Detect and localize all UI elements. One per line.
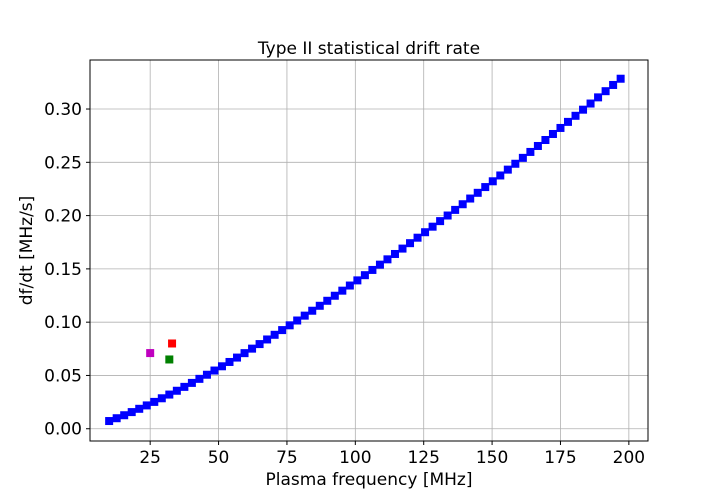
x-tick-label: 175 <box>544 448 576 468</box>
data-point-series-1 <box>195 374 204 383</box>
data-point-series-1 <box>488 177 497 186</box>
grid-lines <box>90 60 648 441</box>
data-point-series-4 <box>165 355 174 364</box>
data-point-series-1 <box>135 404 144 413</box>
data-points <box>105 74 625 426</box>
data-point-series-1 <box>541 135 550 144</box>
y-tick-label: 0.15 <box>44 260 82 280</box>
data-point-series-1 <box>210 366 219 375</box>
data-point-series-1 <box>300 311 309 320</box>
y-tick-label: 0.30 <box>44 100 82 120</box>
data-point-series-1 <box>375 260 384 269</box>
x-axis-ticks: 25 50 75 100 125 150 175 200 <box>139 441 645 468</box>
x-tick-label: 200 <box>613 448 645 468</box>
data-point-series-1 <box>278 326 287 335</box>
data-point-series-1 <box>308 306 317 315</box>
data-point-series-1 <box>496 171 505 180</box>
data-point-series-1 <box>451 205 460 214</box>
data-point-series-1 <box>263 335 272 344</box>
data-point-series-1 <box>526 147 535 156</box>
data-point-series-1 <box>285 321 294 330</box>
data-point-series-1 <box>563 117 572 126</box>
data-point-series-1 <box>503 165 512 174</box>
data-point-series-1 <box>533 141 542 150</box>
y-axis-label: df/dt [MHz/s] <box>17 196 37 306</box>
data-point-series-1 <box>353 276 362 285</box>
data-point-series-1 <box>481 183 490 192</box>
data-point-series-1 <box>120 411 129 420</box>
data-point-series-1 <box>616 74 625 83</box>
plot-frame <box>89 59 649 442</box>
data-point-series-1 <box>421 228 430 237</box>
x-tick-label: 100 <box>339 448 371 468</box>
data-point-series-1 <box>428 222 437 231</box>
data-point-series-1 <box>187 378 196 387</box>
data-point-series-1 <box>458 200 467 209</box>
data-point-series-1 <box>165 390 174 399</box>
y-axis-ticks: 0.00 0.05 0.10 0.15 0.20 0.25 0.30 <box>44 100 90 440</box>
data-point-series-3 <box>146 349 155 358</box>
data-point-series-1 <box>330 291 339 300</box>
data-point-series-1 <box>579 105 588 114</box>
data-point-series-1 <box>556 123 565 132</box>
data-point-series-1 <box>315 301 324 310</box>
x-axis-label: Plasma frequency [MHz] <box>266 470 473 490</box>
data-point-series-1 <box>150 397 159 406</box>
x-tick-label: 25 <box>139 448 161 468</box>
y-tick-label: 0.20 <box>44 207 82 227</box>
data-point-series-1 <box>601 87 610 96</box>
data-point-series-1 <box>390 249 399 258</box>
y-tick-label: 0.00 <box>44 420 82 440</box>
data-point-series-1 <box>406 239 415 248</box>
x-tick-label: 150 <box>476 448 508 468</box>
data-point-series-1 <box>217 362 226 371</box>
x-tick-label: 75 <box>276 448 298 468</box>
data-point-series-1 <box>240 349 249 358</box>
chart-title: Type II statistical drift rate <box>257 39 480 59</box>
data-point-series-1 <box>338 286 347 295</box>
data-point-series-1 <box>548 129 557 138</box>
data-point-series-1 <box>571 111 580 120</box>
data-point-series-1 <box>586 99 595 108</box>
data-point-series-1 <box>368 265 377 274</box>
data-point-series-1 <box>360 271 369 280</box>
data-point-series-1 <box>172 386 181 395</box>
data-point-series-1 <box>323 296 332 305</box>
data-point-series-1 <box>225 357 234 366</box>
data-point-series-1 <box>255 340 264 349</box>
x-tick-label: 50 <box>208 448 230 468</box>
data-point-series-1 <box>473 188 482 197</box>
data-point-series-1 <box>511 159 520 168</box>
data-point-series-1 <box>398 244 407 253</box>
data-point-series-1 <box>518 153 527 162</box>
data-point-series-1 <box>413 233 422 242</box>
data-point-series-1 <box>609 80 618 89</box>
data-point-series-1 <box>443 211 452 220</box>
data-point-series-1 <box>127 408 136 417</box>
y-tick-label: 0.10 <box>44 313 82 333</box>
data-point-series-1 <box>383 255 392 264</box>
data-point-series-1 <box>466 194 475 203</box>
x-tick-label: 125 <box>407 448 439 468</box>
y-tick-label: 0.05 <box>44 366 82 386</box>
data-point-series-1 <box>594 93 603 102</box>
data-point-series-2 <box>168 339 177 348</box>
data-point-series-1 <box>436 217 445 226</box>
data-point-series-1 <box>180 382 189 391</box>
data-point-series-1 <box>345 281 354 290</box>
data-point-series-1 <box>142 401 151 410</box>
data-point-series-1 <box>105 417 114 426</box>
data-point-series-1 <box>293 316 302 325</box>
data-point-series-1 <box>270 330 279 339</box>
data-point-series-1 <box>202 370 211 379</box>
data-point-series-1 <box>112 414 121 423</box>
data-point-series-1 <box>157 394 166 403</box>
data-point-series-1 <box>233 353 242 362</box>
data-point-series-1 <box>248 344 257 353</box>
y-tick-label: 0.25 <box>44 153 82 173</box>
